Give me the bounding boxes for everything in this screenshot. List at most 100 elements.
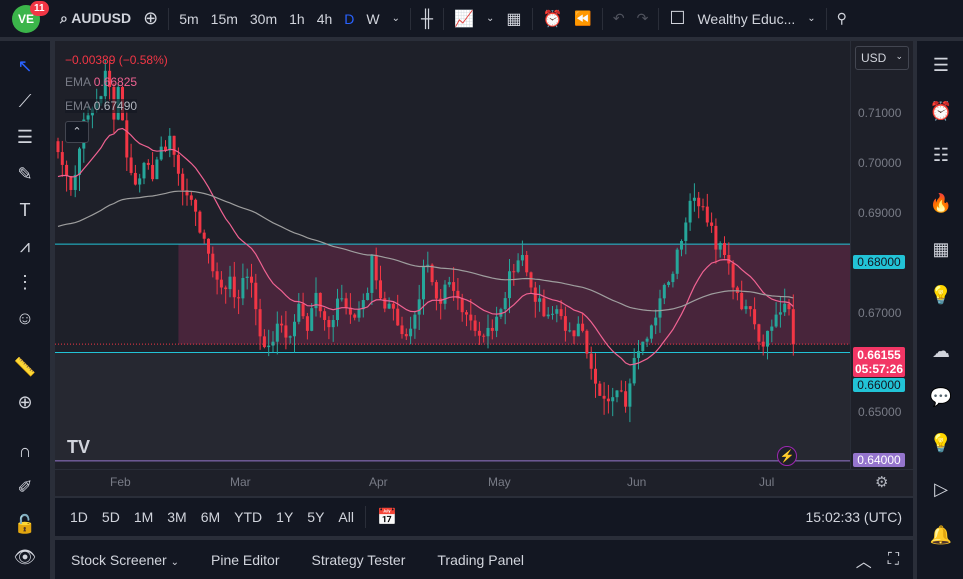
candle-body [159, 146, 163, 160]
candle-body [185, 190, 189, 196]
layout-name[interactable]: Wealthy Educ... [697, 10, 796, 27]
alert-icon[interactable]: ⏰ [542, 10, 563, 28]
range-1d[interactable]: 1D [70, 509, 88, 525]
tab-trading-panel[interactable]: Trading Panel [437, 551, 525, 568]
symbol-search[interactable]: ⌕ AUDUSD [54, 10, 137, 27]
text-icon[interactable]: T [19, 200, 31, 220]
chevron-down-icon[interactable]: ⌄ [485, 13, 495, 24]
price-tick: 0.70000 [858, 156, 902, 170]
tf-1h[interactable]: 1h [289, 10, 305, 27]
range-5y[interactable]: 5Y [307, 509, 325, 525]
compare-add-icon[interactable]: ⊕ [143, 8, 159, 28]
zoom-icon[interactable]: ⊕ [17, 392, 33, 412]
candle-body [546, 314, 550, 317]
chart-area[interactable]: −0.00389 (−0.58%) EMA 0.66825 EMA 0.6749… [55, 41, 913, 496]
calendar-icon[interactable]: ▦ [932, 239, 950, 259]
candle-body [56, 141, 60, 153]
fib-icon[interactable]: ☰ [16, 127, 34, 147]
tf-30m[interactable]: 30m [249, 10, 278, 27]
range-3m[interactable]: 3M [167, 509, 187, 525]
candle-body [766, 330, 769, 347]
candle-body [366, 292, 370, 301]
range-ytd[interactable]: YTD [234, 509, 263, 525]
currency-value: USD [861, 51, 887, 65]
hotlist-icon[interactable]: 🔥 [929, 193, 953, 213]
clock[interactable]: 15:02:33 (UTC) [805, 509, 902, 525]
trend-line-icon[interactable]: ⟋ [18, 91, 32, 111]
candle-body [198, 211, 202, 233]
tf-5m[interactable]: 5m [179, 10, 199, 27]
maximize-icon[interactable]: ⛶ [887, 550, 899, 568]
emoji-icon[interactable]: ☺ [15, 308, 35, 328]
magnet-icon[interactable]: ∩ [18, 441, 32, 461]
ruler-icon[interactable]: 📏 [13, 357, 37, 377]
chevron-down-icon[interactable]: ⌄ [807, 13, 816, 24]
lightning-icon[interactable]: ⚡ [777, 446, 797, 466]
chevron-down-icon[interactable]: ⌄ [391, 13, 401, 24]
lock-icon[interactable]: 🔓 [13, 514, 37, 534]
range-5d[interactable]: 5D [101, 509, 120, 525]
watchlist-icon[interactable]: ☰ [932, 55, 950, 75]
indicators-icon[interactable]: 📈 [454, 10, 474, 28]
pattern-icon[interactable]: ⩘ [19, 236, 31, 256]
range-all[interactable]: All [338, 509, 354, 525]
candle-body [219, 279, 223, 288]
layout-icon[interactable]: ☐ [669, 8, 686, 28]
quick-search-icon[interactable]: ⚲ [836, 10, 847, 26]
notifications-bell-icon[interactable]: 🔔 [929, 525, 953, 545]
undo-icon[interactable]: ↶ [612, 10, 625, 26]
time-axis[interactable]: Feb Mar Apr May Jun Jul ⚙ [55, 469, 913, 496]
range-1y[interactable]: 1Y [276, 509, 294, 525]
tab-stock-screener[interactable]: Stock Screener ⌄ [55, 552, 195, 568]
chat-cloud-icon[interactable]: ☁ [932, 341, 950, 361]
prediction-icon[interactable]: ⋮ [16, 272, 34, 292]
ema-label: EMA [65, 75, 91, 89]
user-avatar[interactable]: VE 11 [12, 0, 49, 33]
settings-icon[interactable]: ⚙ [875, 474, 889, 491]
ema-slow-legend[interactable]: EMA 0.67490 [65, 99, 138, 113]
chevron-up-icon[interactable]: ︿ [855, 553, 872, 571]
eye-icon[interactable]: 👁 [13, 547, 37, 567]
candles-icon[interactable]: ╫ [421, 8, 434, 28]
goto-date-icon[interactable]: 📅 [376, 509, 397, 526]
candle-body [434, 282, 438, 299]
candle-body [447, 282, 451, 285]
price-chart[interactable] [55, 41, 913, 496]
ema-fast-legend[interactable]: EMA 0.66825 [65, 75, 137, 89]
brush-icon[interactable]: ✎ [17, 164, 33, 184]
object-tree-icon[interactable]: ☷ [932, 145, 950, 165]
lock-drawing-icon[interactable]: ✐ [17, 477, 33, 497]
tf-d[interactable]: D [344, 10, 355, 27]
tf-w[interactable]: W [366, 10, 380, 27]
tab-pine-editor[interactable]: Pine Editor [211, 551, 280, 568]
candle-body [465, 312, 468, 315]
templates-icon[interactable]: ▦ [506, 10, 522, 28]
alarm-icon[interactable]: ⏰ [929, 101, 953, 121]
candle-body [417, 299, 421, 315]
ema-fast-line [57, 127, 794, 366]
candle-body [318, 292, 322, 312]
range-1m[interactable]: 1M [133, 509, 154, 525]
candle-body [529, 272, 533, 288]
tf-15m[interactable]: 15m [210, 10, 238, 27]
collapse-legend-button[interactable]: ⌃ [65, 121, 89, 143]
tf-4h[interactable]: 4h [316, 10, 333, 27]
candle-body [757, 324, 761, 342]
candle-body [744, 306, 748, 310]
redo-icon[interactable]: ↷ [636, 10, 649, 26]
level-label-low: 0.66000 [853, 378, 905, 392]
chat-icon[interactable]: 💬 [929, 387, 953, 407]
streams-icon[interactable]: 💡 [929, 433, 953, 453]
cursor-icon[interactable]: ↖ [17, 56, 33, 76]
ideas-icon[interactable]: 💡 [929, 285, 953, 305]
candle-body [697, 197, 701, 207]
play-icon[interactable]: ▷ [934, 479, 948, 499]
range-6m[interactable]: 6M [200, 509, 221, 525]
candle-body [727, 255, 731, 264]
replay-icon[interactable]: ⏪ [574, 10, 592, 26]
candle-body [551, 313, 554, 315]
time-tick: Feb [110, 475, 131, 489]
last-price-label: 0.66155 05:57:26 [853, 347, 905, 377]
tab-strategy-tester[interactable]: Strategy Tester [311, 551, 406, 568]
currency-select[interactable]: USD ⌄ [855, 46, 909, 70]
